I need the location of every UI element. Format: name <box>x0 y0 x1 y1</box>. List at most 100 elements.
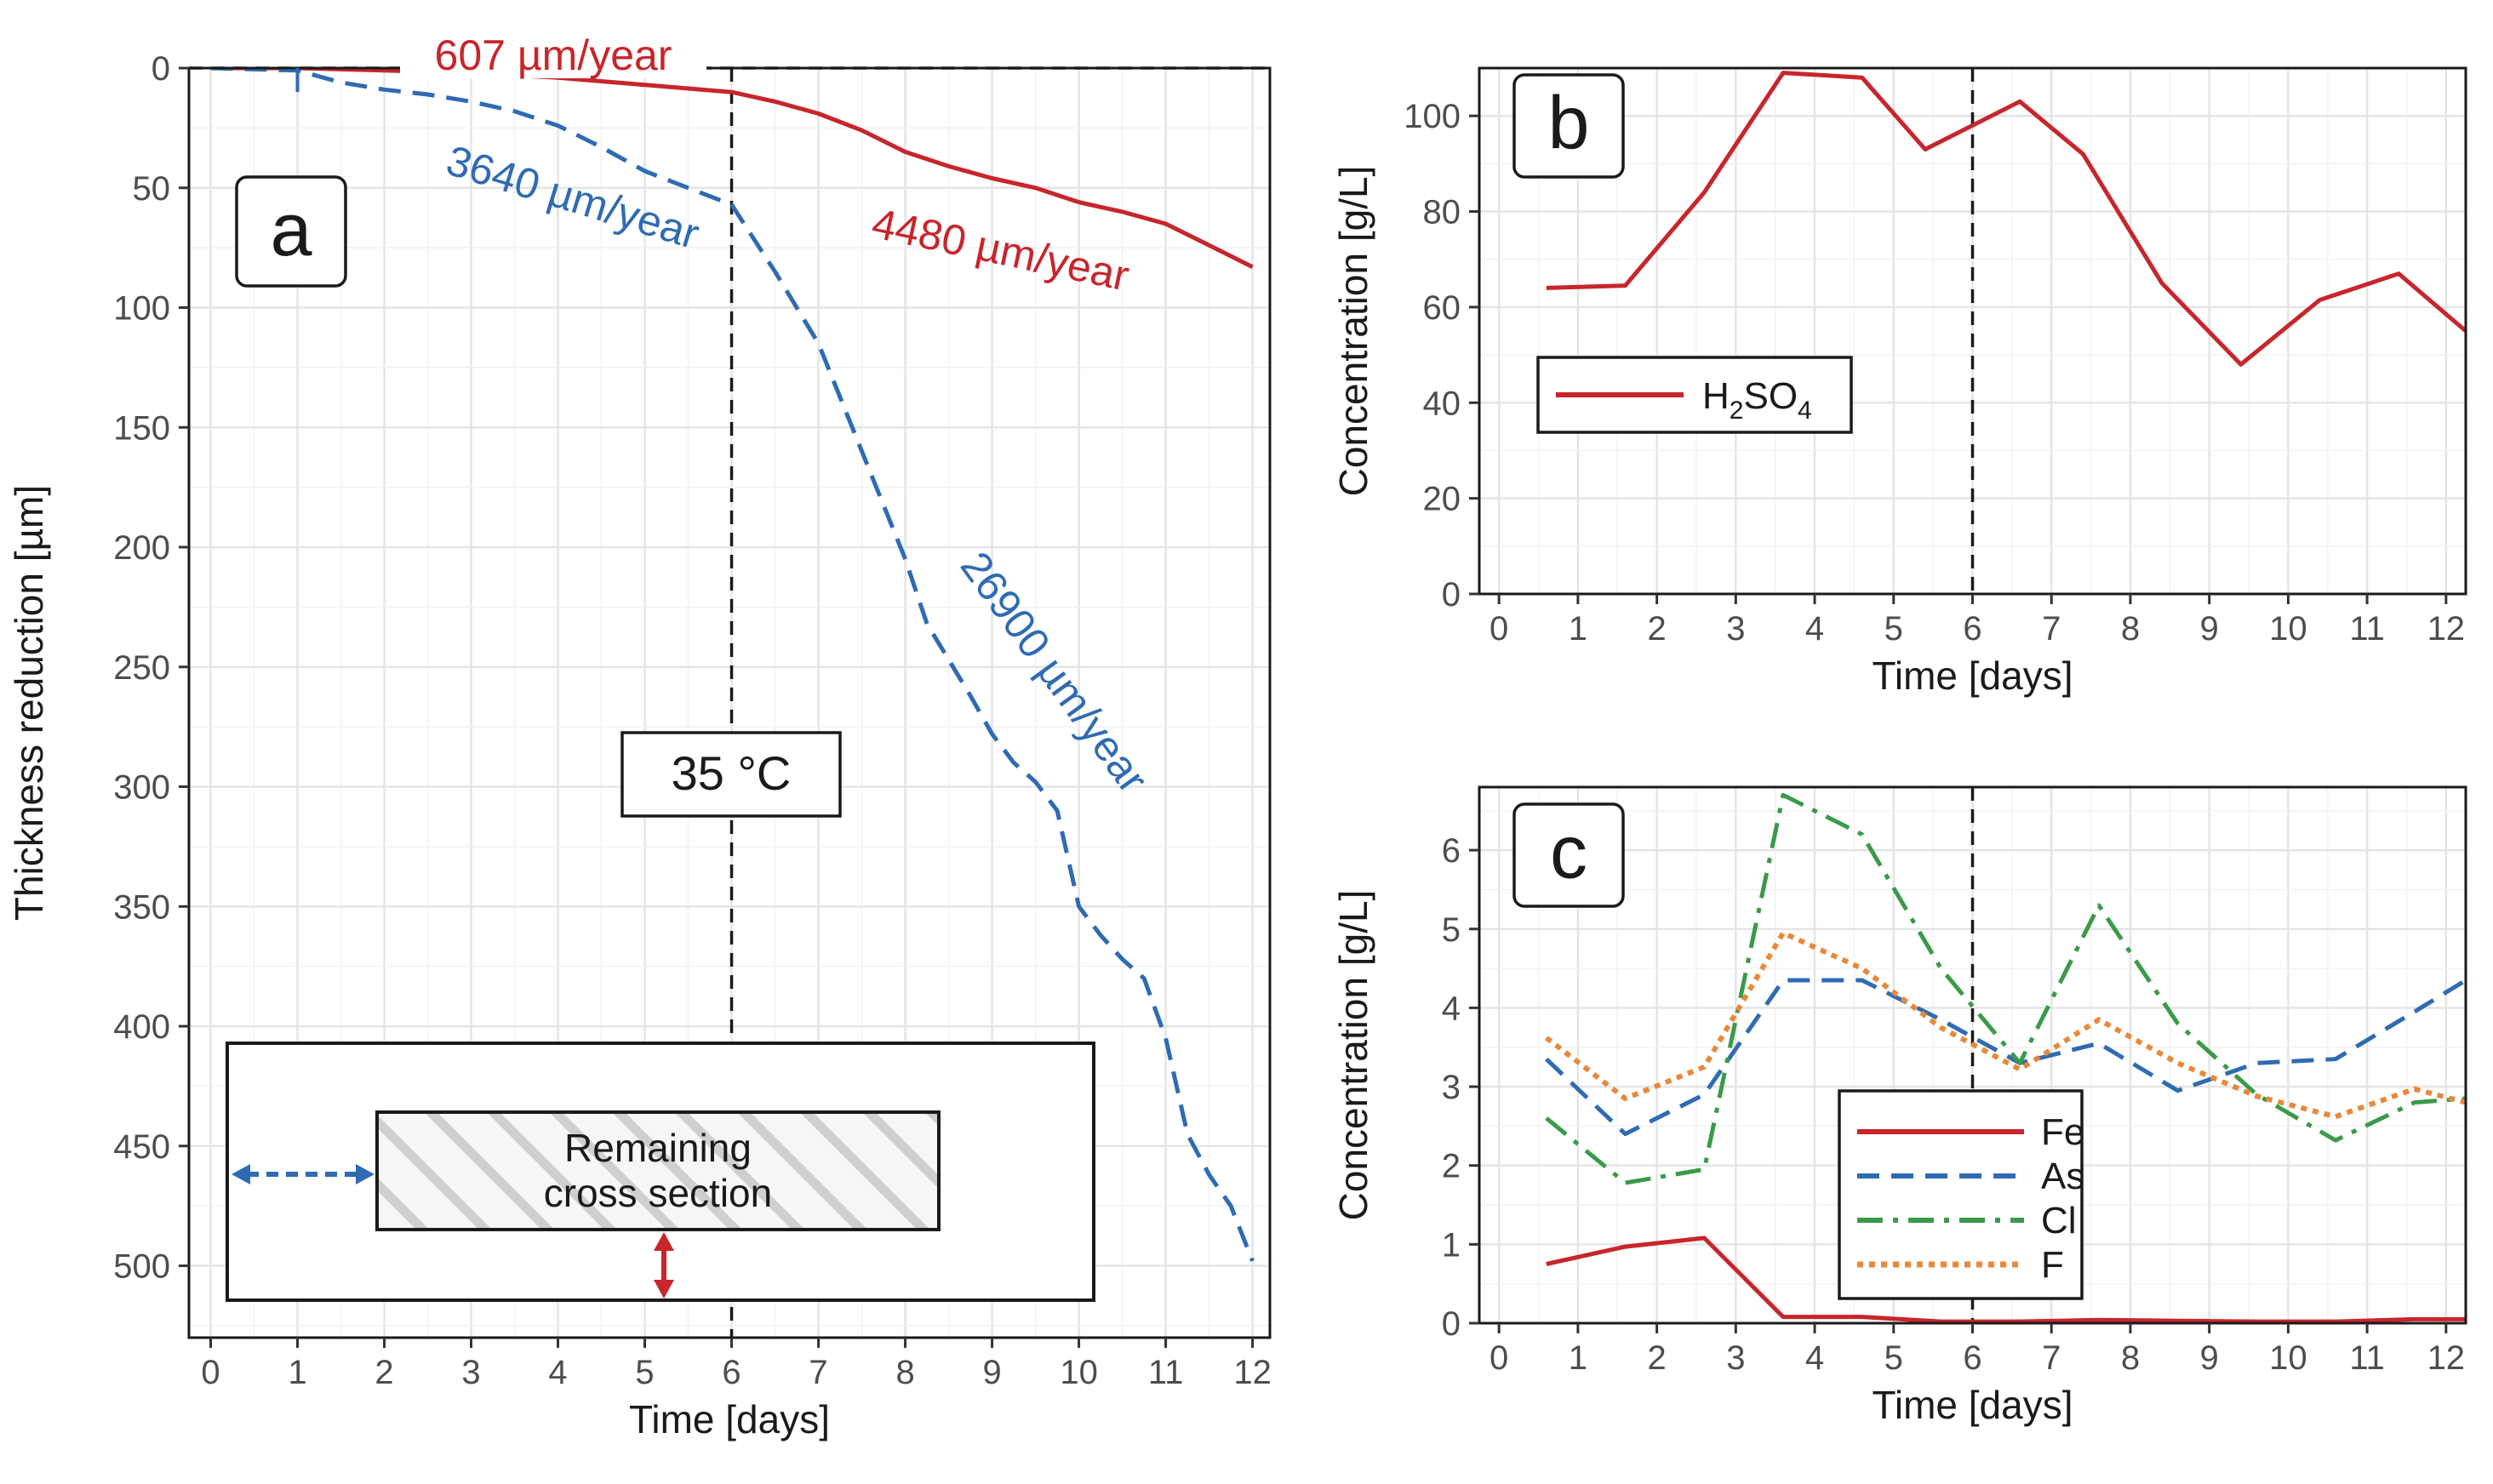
rate-annotation-a1: 607 µm/year <box>435 31 672 79</box>
blue-arrow-head-left <box>232 1164 250 1184</box>
x-tick-label: 8 <box>2121 1339 2140 1377</box>
x-axis-label: Time [days] <box>629 1397 830 1441</box>
y-tick-label: 2 <box>1442 1148 1461 1185</box>
x-tick-label: 9 <box>2200 1339 2219 1377</box>
x-tick-label: 1 <box>1569 1339 1587 1377</box>
y-tick-label: 0 <box>1442 1305 1461 1343</box>
x-tick-label: 3 <box>461 1354 480 1391</box>
x-tick-label: 12 <box>2427 1339 2466 1377</box>
y-tick-label: 4 <box>1442 990 1461 1027</box>
x-tick-label: 12 <box>2427 610 2466 648</box>
x-tick-label: 2 <box>1647 1339 1666 1377</box>
y-tick-label: 350 <box>113 888 170 926</box>
panel-label-box <box>1512 73 1625 179</box>
y-tick-label: 400 <box>113 1008 170 1046</box>
y-tick-label: 6 <box>1442 832 1461 870</box>
y-tick-label: 60 <box>1423 289 1461 327</box>
y-tick-label: 500 <box>113 1248 170 1286</box>
x-tick-label: 0 <box>201 1354 220 1391</box>
x-tick-label: 11 <box>2349 610 2385 648</box>
panel-label-box <box>235 175 347 288</box>
x-tick-label: 9 <box>2200 610 2219 648</box>
x-tick-label: 5 <box>1884 610 1903 648</box>
inset-text-line1: Remaining <box>564 1126 752 1170</box>
y-tick-label: 450 <box>113 1128 170 1166</box>
series-line-f <box>1544 930 2466 1120</box>
temperature-label: 35 °C <box>672 746 792 800</box>
x-axis-label: Time [days] <box>1872 1383 2073 1427</box>
y-tick-label: 150 <box>113 409 170 447</box>
panel-label: b <box>1548 80 1590 164</box>
panel-label-box <box>1512 802 1625 908</box>
x-tick-label: 0 <box>1490 610 1508 648</box>
x-tick-label: 2 <box>1647 610 1666 648</box>
series-line-h2so4 <box>1546 71 2466 367</box>
y-tick-label: 100 <box>1404 98 1461 135</box>
legend-text-part: 4 <box>1798 397 1812 425</box>
x-tick-label: 7 <box>809 1354 827 1391</box>
x-tick-label: 6 <box>722 1354 740 1391</box>
x-tick-label: 3 <box>1726 610 1745 648</box>
x-tick-label: 12 <box>1233 1354 1272 1391</box>
temperature-box <box>620 731 842 818</box>
x-tick-label: 5 <box>635 1354 654 1391</box>
legend-label-f: F <box>2041 1244 2064 1286</box>
y-tick-label: 50 <box>133 170 171 208</box>
legend-text-part: SO <box>1743 375 1798 417</box>
series-group <box>1546 71 2466 367</box>
legend-label-fe: Fe <box>2041 1111 2084 1153</box>
x-tick-label: 7 <box>2042 610 2061 648</box>
x-tick-label: 6 <box>1963 1339 1981 1377</box>
panel-label: a <box>271 187 312 271</box>
x-tick-label: 5 <box>1884 1339 1903 1377</box>
y-tick-label: 100 <box>113 290 170 328</box>
y-tick-label: 40 <box>1423 385 1461 422</box>
series-line-cl <box>1545 792 2466 1185</box>
x-tick-label: 11 <box>2349 1339 2385 1377</box>
x-tick-label: 0 <box>1490 1339 1508 1377</box>
annotation-background <box>400 26 706 78</box>
series-group <box>1544 792 2466 1323</box>
rate-annotation-a4: 26900 µm/year <box>952 543 1158 802</box>
legend-label-as: As <box>2041 1156 2084 1197</box>
x-tick-label: 4 <box>1805 1339 1824 1377</box>
y-axis-label: Thickness reduction [µm] <box>7 485 51 921</box>
y-axis-label: Concentration [g/L] <box>1331 890 1375 1221</box>
legend-box <box>1838 1089 2084 1300</box>
legend-text-part: H <box>1702 375 1730 417</box>
legend-text-part: 2 <box>1730 397 1744 425</box>
blue-arrow-head-right <box>356 1164 375 1184</box>
y-tick-label: 0 <box>152 50 170 88</box>
x-tick-label: 10 <box>2269 1339 2307 1377</box>
panel-label: c <box>1550 809 1587 893</box>
x-tick-label: 11 <box>1148 1354 1184 1391</box>
rate-annotation-a3: 4480 µm/year <box>868 199 1134 300</box>
x-tick-label: 2 <box>375 1354 393 1391</box>
x-tick-label: 6 <box>1963 610 1981 648</box>
y-tick-label: 250 <box>113 649 170 687</box>
y-axis-label: Concentration [g/L] <box>1331 166 1375 497</box>
x-axis-label: Time [days] <box>1872 654 2073 698</box>
x-tick-label: 3 <box>1726 1339 1745 1377</box>
red-arrow-head-up <box>654 1232 674 1251</box>
plot-frame <box>187 66 1272 1339</box>
rate-annotation-a2: 3640 µm/year <box>441 136 705 258</box>
y-tick-label: 1 <box>1442 1226 1461 1264</box>
red-arrow-head-down <box>654 1280 674 1298</box>
x-tick-label: 8 <box>2121 610 2140 648</box>
panel-a: 0 1 2 3 4 5 6 7 8 9 10 11 12050100150200250300350400… <box>7 26 1272 1441</box>
x-tick-label: 1 <box>1569 610 1587 648</box>
cross-section-rect <box>375 1110 941 1231</box>
x-tick-label: 7 <box>2042 1339 2061 1377</box>
y-tick-label: 80 <box>1423 194 1461 231</box>
legend-label-h2so4: H2SO4 <box>1702 375 1812 425</box>
legend-label-cl: Cl <box>2041 1200 2077 1241</box>
x-tick-label: 4 <box>1805 610 1824 648</box>
y-tick-label: 3 <box>1442 1069 1461 1106</box>
x-tick-label: 8 <box>895 1354 914 1391</box>
y-tick-label: 5 <box>1442 911 1461 949</box>
series-line-blue <box>210 68 1255 1262</box>
